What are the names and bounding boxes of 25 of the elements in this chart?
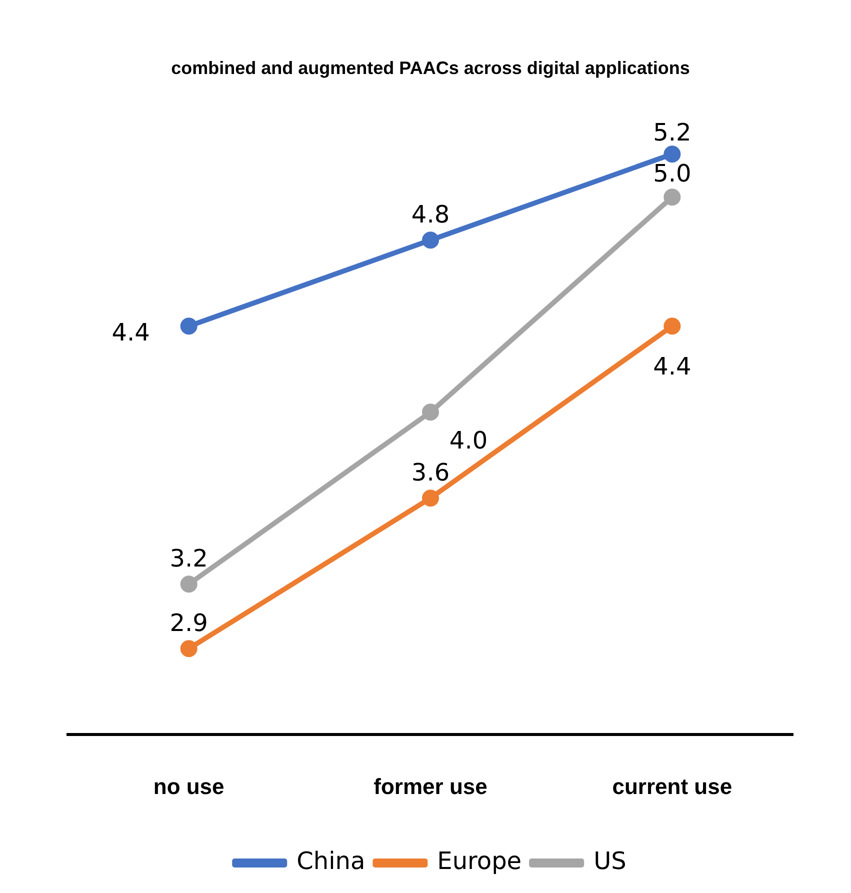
point [664,318,681,335]
point [180,576,198,593]
data-label: 4.4 [653,352,692,380]
x-tick-label: former use [374,774,488,799]
point [180,640,198,658]
data-label: 3.6 [411,458,450,486]
point [664,188,681,206]
chart-title: combined and augmented PAACs across digital applications [171,58,690,78]
legend-label: US [594,847,626,876]
point [422,232,439,249]
data-label: 4.0 [449,426,488,454]
legend-label: Europe [437,847,522,876]
point [422,490,439,507]
legend-label: China [296,847,366,876]
x-tick-label: no use [153,774,224,799]
point [664,146,681,163]
data-label: 5.0 [653,159,692,188]
data-label: 4.8 [411,200,450,228]
data-label: 3.2 [170,544,208,572]
data-label: 2.9 [170,608,208,637]
data-label: 4.4 [112,318,150,346]
point [422,404,439,421]
point [180,318,198,335]
data-label: 5.2 [653,118,692,146]
x-tick-label: current use [612,774,732,799]
